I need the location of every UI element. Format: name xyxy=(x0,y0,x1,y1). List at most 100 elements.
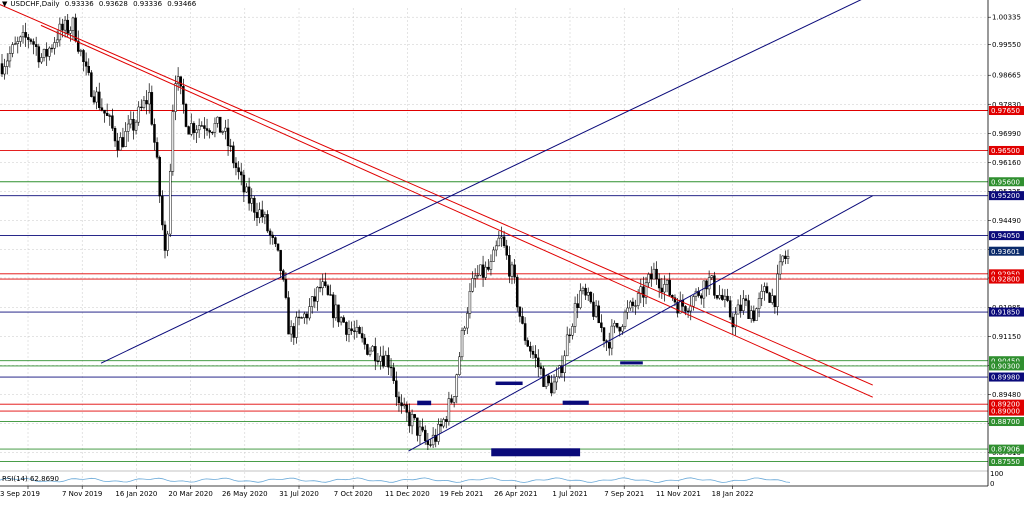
candle-body xyxy=(742,298,745,311)
candle-body xyxy=(34,44,38,47)
candle-body xyxy=(313,296,317,302)
candle-body xyxy=(150,92,154,125)
candle-body xyxy=(786,256,790,260)
candle-body xyxy=(439,423,443,427)
candle-body xyxy=(153,124,156,143)
candle-body xyxy=(613,322,616,327)
candle-body xyxy=(168,171,172,235)
level-price-label: 0.95600 xyxy=(991,178,1020,186)
support-zone-rect xyxy=(491,448,581,457)
support-zone-rect xyxy=(620,361,643,365)
candle-body xyxy=(137,106,140,123)
candle-body xyxy=(778,261,782,275)
candle-body xyxy=(116,140,119,151)
candle-body xyxy=(631,301,635,306)
candle-body xyxy=(784,255,787,260)
candle-body xyxy=(515,276,519,308)
level-price-tag xyxy=(989,231,1024,241)
candle-body xyxy=(329,294,332,296)
candle-body xyxy=(237,167,240,173)
candle-body xyxy=(16,41,20,45)
candle-body xyxy=(3,66,6,75)
level-price-tag xyxy=(989,406,1024,416)
candle-body xyxy=(497,237,501,247)
zones-layer xyxy=(417,361,643,457)
candle-body xyxy=(494,245,498,251)
candle-body xyxy=(213,123,217,133)
level-price-tag xyxy=(989,356,1024,366)
candle-body xyxy=(268,230,272,236)
level-price-label: 0.97650 xyxy=(991,107,1020,115)
level-price-tag xyxy=(989,177,1024,187)
level-price-tag xyxy=(989,399,1024,409)
level-price-tag xyxy=(989,417,1024,427)
dropdown-triangle-icon[interactable]: ▼ xyxy=(2,0,8,8)
candle-body xyxy=(718,294,721,299)
candle-body xyxy=(32,41,35,45)
trendlines-layer xyxy=(0,0,873,452)
level-price-label: 0.92800 xyxy=(991,276,1020,284)
candle-body xyxy=(48,47,51,57)
horizontal-levels-layer xyxy=(0,110,988,462)
candle-body xyxy=(463,327,466,331)
candle-body xyxy=(686,310,690,313)
candle-body xyxy=(487,266,490,270)
candle-body xyxy=(334,304,338,319)
candle-body xyxy=(226,127,230,147)
level-price-label: 0.91850 xyxy=(991,309,1020,317)
candle-body xyxy=(76,40,80,52)
candle-body xyxy=(592,301,595,317)
candle-body xyxy=(147,92,151,105)
candle-body xyxy=(421,426,424,431)
level-price-label: 0.89200 xyxy=(991,401,1020,409)
candle-body xyxy=(576,303,579,308)
chart-header: ▼ USDCHF,Daily 0.93336 0.93628 0.93336 0.… xyxy=(2,0,199,8)
candle-body xyxy=(108,115,112,117)
candle-body xyxy=(331,294,335,319)
candle-body xyxy=(163,224,167,251)
candle-body xyxy=(476,274,480,277)
time-tick-label: 20 Mar 2020 xyxy=(168,490,212,498)
candle-body xyxy=(29,39,33,42)
candle-body xyxy=(381,355,385,367)
time-tick-label: 18 Jan 2022 xyxy=(712,490,754,498)
trendline-blue xyxy=(100,0,862,364)
price-tick-label: 0.94490 xyxy=(992,217,1021,225)
candle-body xyxy=(523,323,527,341)
level-price-tag xyxy=(989,274,1024,284)
candle-body xyxy=(253,197,256,213)
candle-body xyxy=(678,299,682,314)
price-tick-label: 0.96160 xyxy=(992,159,1021,167)
candle-body xyxy=(668,279,671,296)
candle-body xyxy=(61,23,64,31)
candle-body xyxy=(63,19,67,31)
candle-body xyxy=(105,112,109,116)
candle-body xyxy=(445,419,448,422)
candle-body xyxy=(423,429,427,442)
candle-body xyxy=(276,243,280,251)
candle-body xyxy=(755,308,758,321)
time-tick-label: 19 Feb 2021 xyxy=(440,490,484,498)
candle-body xyxy=(95,91,98,103)
candle-body xyxy=(500,236,503,239)
candle-body xyxy=(568,334,572,336)
candle-body xyxy=(55,39,59,43)
candle-body xyxy=(161,195,164,226)
candle-body xyxy=(218,116,222,133)
candle-body xyxy=(734,313,737,328)
candle-body xyxy=(600,322,603,328)
rsi-scale-label: 100 xyxy=(990,470,1003,478)
axes-layer xyxy=(0,0,989,487)
candle-body xyxy=(295,316,298,338)
candle-body xyxy=(274,237,277,245)
candle-body xyxy=(684,306,687,312)
trendline-red xyxy=(40,24,873,398)
level-price-label: 0.92950 xyxy=(991,270,1020,278)
candle-body xyxy=(747,300,750,319)
candle-body xyxy=(211,131,214,134)
candle-body xyxy=(234,162,238,168)
level-price-tag xyxy=(989,444,1024,454)
candle-body xyxy=(140,106,143,109)
